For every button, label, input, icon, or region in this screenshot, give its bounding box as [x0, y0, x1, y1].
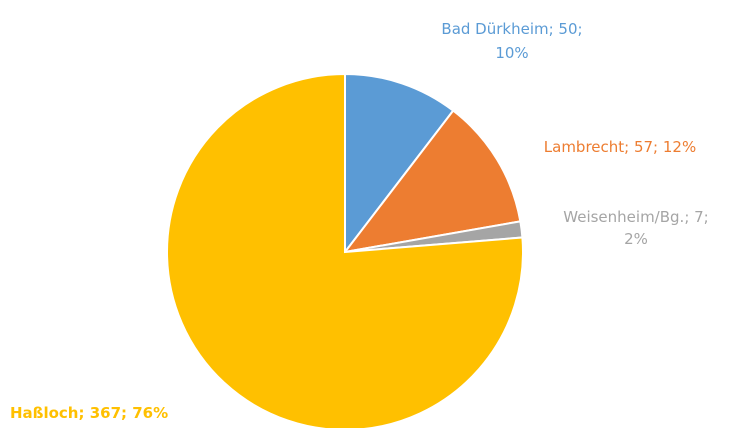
pie-label-lambrecht: Lambrecht; 57; 12% — [544, 138, 696, 156]
pie-slice-lambrecht — [342, 109, 522, 254]
pie-slices — [166, 72, 524, 428]
pie-slice-ha-loch — [166, 72, 524, 428]
pie-label-percent-bad-d-rkheim: 10% — [495, 44, 528, 62]
pie-label-ha-loch: Haßloch; 367; 76% — [10, 404, 168, 422]
pie-slice-bad-d-rkheim — [344, 72, 455, 255]
pie-label-percent-weisenheim-bg-: 2% — [624, 230, 648, 248]
pie-label-bad-d-rkheim: Bad Dürkheim; 50; — [441, 20, 582, 38]
pie-label-weisenheim-bg-: Weisenheim/Bg.; 7; — [563, 208, 708, 226]
pie-labels: Bad Dürkheim; 50; 10% Lambrecht; 57; 12% We… — [10, 20, 709, 422]
